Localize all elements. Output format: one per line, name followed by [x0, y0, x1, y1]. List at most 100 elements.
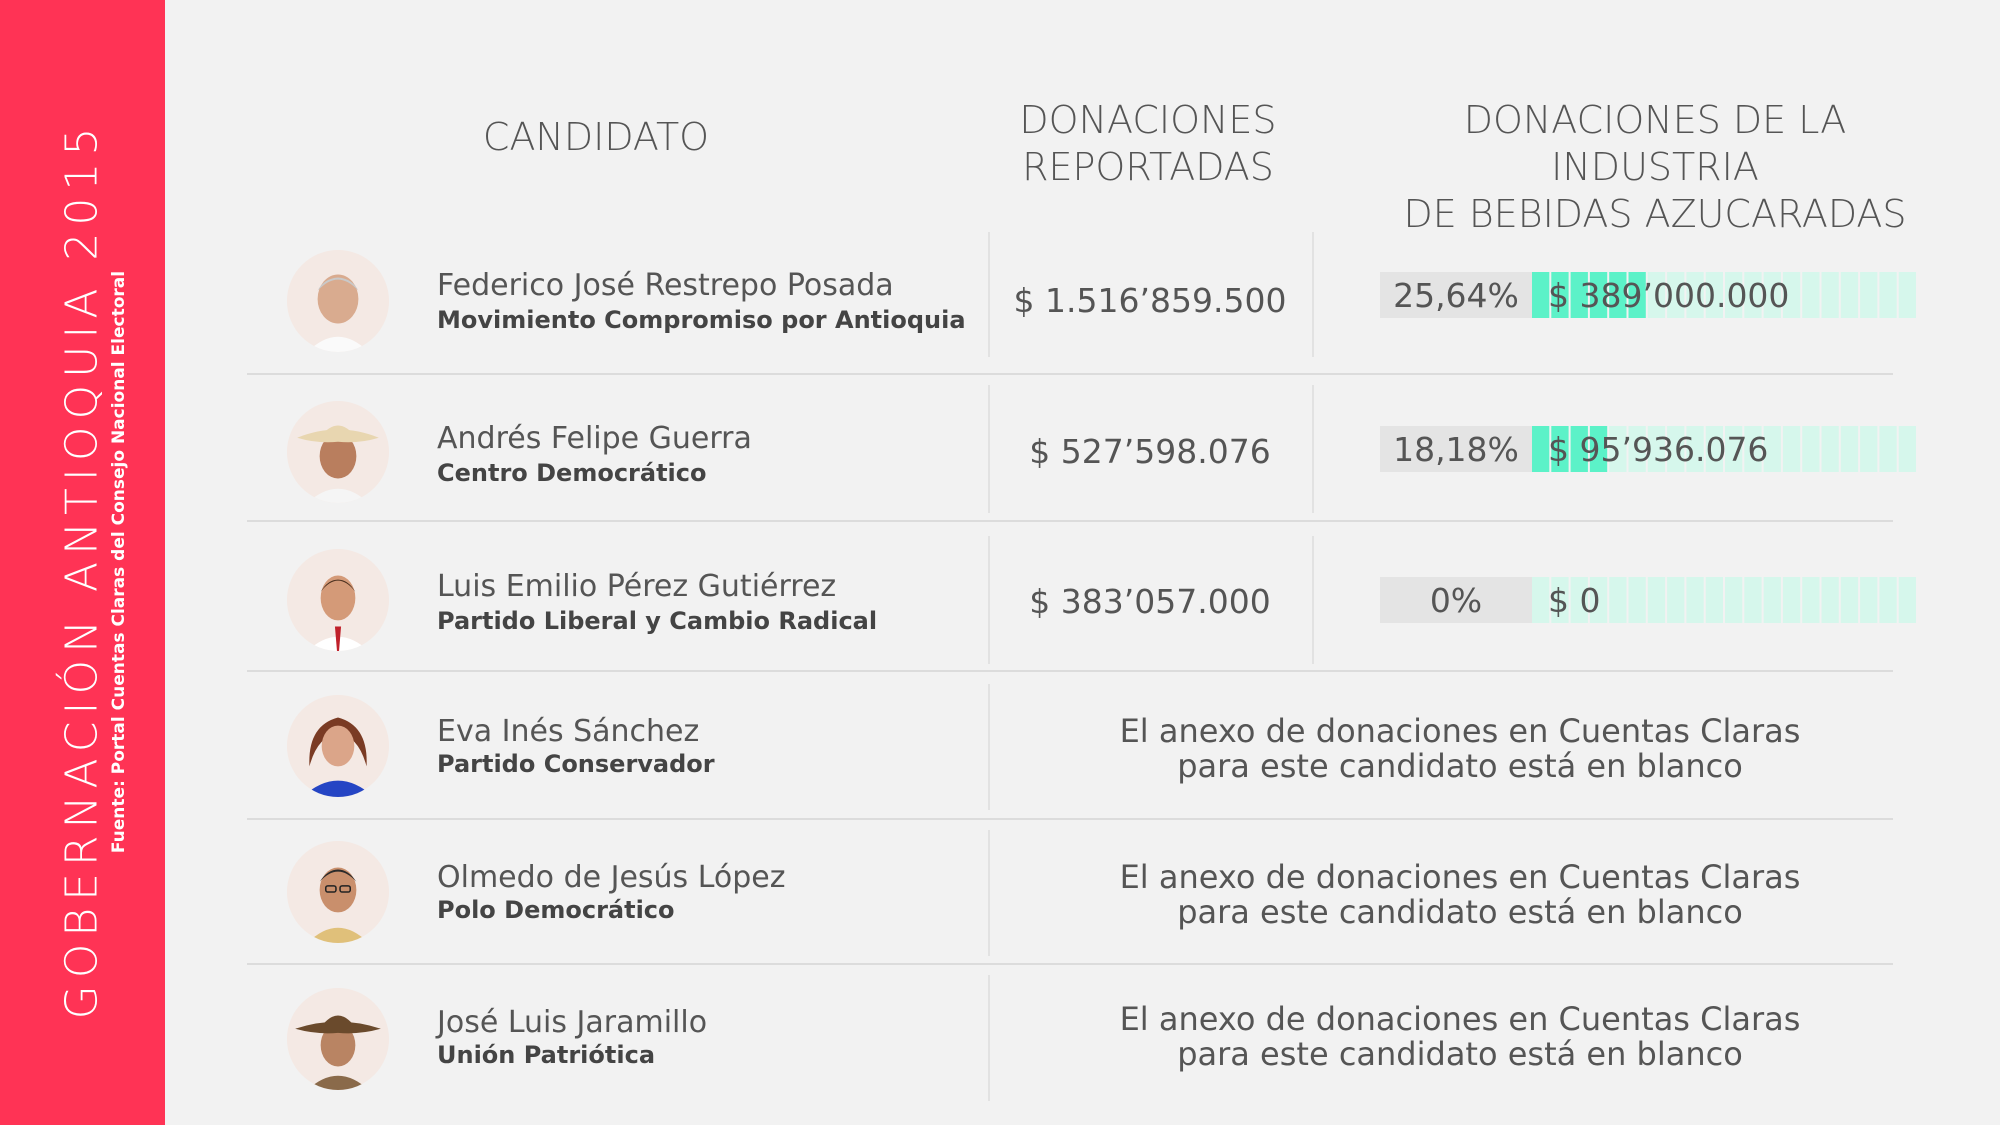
bar-segment-filled [1570, 426, 1588, 472]
column-divider [988, 975, 990, 1101]
candidate-party: Partido Liberal y Cambio Radical [437, 607, 878, 635]
bar-segment-empty [1898, 272, 1916, 318]
sidebar-title: GOBERNACIÓN ANTIOQUIA 2015 [56, 120, 108, 1020]
bar-segment-empty [1879, 272, 1897, 318]
bar-segment-empty [1667, 426, 1685, 472]
industry-bar: 0% $ 0 [1380, 577, 1918, 623]
row-divider [247, 818, 1893, 820]
bar-segment-empty [1802, 426, 1820, 472]
bar-segment-empty [1821, 272, 1839, 318]
bar-segment-empty [1763, 426, 1781, 472]
row-divider [247, 520, 1893, 522]
bar-segment-empty [1667, 577, 1685, 623]
row-divider [247, 373, 1893, 375]
bar-segment-empty [1589, 577, 1608, 623]
bar-segment-empty [1551, 577, 1569, 623]
candidate-photo [287, 695, 389, 797]
column-divider [1312, 232, 1314, 357]
blank-annex-note: El anexo de donaciones en Cuentas Claras… [1000, 860, 1920, 930]
bar-segment-empty [1705, 577, 1723, 623]
industry-amount: $ 0 [1548, 581, 1601, 620]
bar-segment-empty [1628, 426, 1646, 472]
sidebar: GOBERNACIÓN ANTIOQUIA 2015 Fuente: Porta… [0, 0, 165, 1125]
bar-segment-empty [1821, 577, 1839, 623]
candidate-name: Federico José Restrepo Posada [437, 268, 894, 303]
bar-segment-empty [1725, 577, 1743, 623]
bar-segment-filled [1570, 272, 1588, 318]
bar-segment-empty [1667, 272, 1685, 318]
bar-segment-empty [1628, 577, 1646, 623]
bar-segment-empty [1860, 426, 1878, 472]
bar-segment-empty [1898, 426, 1916, 472]
note-line-2: para este candidato está en blanco [1177, 893, 1743, 931]
header-industry: DONACIONES DE LA INDUSTRIA DE BEBIDAS AZ… [1365, 97, 1945, 238]
header-donations: DONACIONES REPORTADAS [988, 97, 1308, 191]
note-line-1: El anexo de donaciones en Cuentas Claras [1119, 712, 1801, 750]
donations-amount: $ 527’598.076 [1029, 432, 1271, 471]
note-line-2: para este candidato está en blanco [1177, 747, 1743, 785]
bar-segment-empty [1686, 577, 1704, 623]
note-line-2: para este candidato está en blanco [1177, 1035, 1743, 1073]
bar-segment-empty [1570, 577, 1588, 623]
bar-segment-filled [1551, 426, 1569, 472]
candidate-name: José Luis Jaramillo [437, 1005, 708, 1040]
candidate-party: Movimiento Compromiso por Antioquia [437, 306, 966, 334]
header-industry-line-2: DE BEBIDAS AZUCARADAS [1403, 192, 1907, 236]
candidate-photo [287, 841, 389, 943]
bar-segment-empty [1821, 426, 1839, 472]
bar-segment-empty [1802, 272, 1820, 318]
bar-segment-empty [1532, 577, 1550, 623]
column-divider [988, 385, 990, 513]
industry-percent: 18,18% [1380, 426, 1532, 472]
bar-segment-empty [1879, 426, 1897, 472]
candidate-photo [287, 549, 389, 651]
candidate-photo [287, 988, 389, 1090]
industry-bar: 18,18% $ 95’936.076 [1380, 426, 1918, 472]
industry-percent: 25,64% [1380, 272, 1532, 318]
row-divider [247, 963, 1893, 965]
donations-amount: $ 1.516’859.500 [1013, 281, 1287, 320]
header-candidate: CANDIDATO [482, 115, 710, 159]
industry-amount: $ 95’936.076 [1548, 430, 1769, 469]
bar-segment-empty [1763, 272, 1781, 318]
segment-track [1532, 577, 1916, 623]
industry-amount: $ 389’000.000 [1548, 276, 1790, 315]
candidate-photo [287, 250, 389, 352]
blank-annex-note: El anexo de donaciones en Cuentas Claras… [1000, 714, 1920, 784]
bar-segment-empty [1744, 272, 1762, 318]
note-line-1: El anexo de donaciones en Cuentas Claras [1119, 858, 1801, 896]
note-line-1: El anexo de donaciones en Cuentas Claras [1119, 1000, 1801, 1038]
bar-segment-empty [1609, 426, 1627, 472]
bar-segment-empty [1725, 426, 1743, 472]
bar-segment-empty [1860, 577, 1878, 623]
blank-annex-note: El anexo de donaciones en Cuentas Claras… [1000, 1002, 1920, 1072]
bar-segment-empty [1782, 426, 1801, 472]
bar-segment-empty [1647, 577, 1666, 623]
candidate-name: Eva Inés Sánchez [437, 714, 700, 749]
bar-segment-empty [1879, 577, 1897, 623]
bar-segment-filled [1589, 272, 1608, 318]
bar-segment-filled [1589, 426, 1608, 472]
bar-segment-empty [1782, 272, 1801, 318]
sidebar-source: Fuente: Portal Cuentas Claras del Consej… [109, 270, 129, 854]
header-donations-line-2: REPORTADAS [1022, 145, 1274, 189]
bar-segment-empty [1609, 577, 1627, 623]
bar-segment-empty [1840, 577, 1859, 623]
bar-segment-filled [1609, 272, 1627, 318]
candidate-party: Polo Democrático [437, 896, 675, 924]
segment-track [1532, 272, 1916, 318]
column-divider [988, 830, 990, 956]
column-divider [988, 684, 990, 810]
column-divider [1312, 536, 1314, 664]
bar-segment-filled [1532, 426, 1550, 472]
candidate-party: Centro Democrático [437, 459, 707, 487]
bar-segment-empty [1647, 426, 1666, 472]
bar-segment-empty [1686, 272, 1704, 318]
candidate-photo [287, 401, 389, 503]
candidate-party: Unión Patriótica [437, 1041, 656, 1069]
bar-segment-filled [1628, 272, 1646, 318]
candidate-name: Andrés Felipe Guerra [437, 421, 752, 456]
candidate-name: Luis Emilio Pérez Gutiérrez [437, 569, 837, 604]
bar-segment-empty [1725, 272, 1743, 318]
segment-track [1532, 426, 1916, 472]
